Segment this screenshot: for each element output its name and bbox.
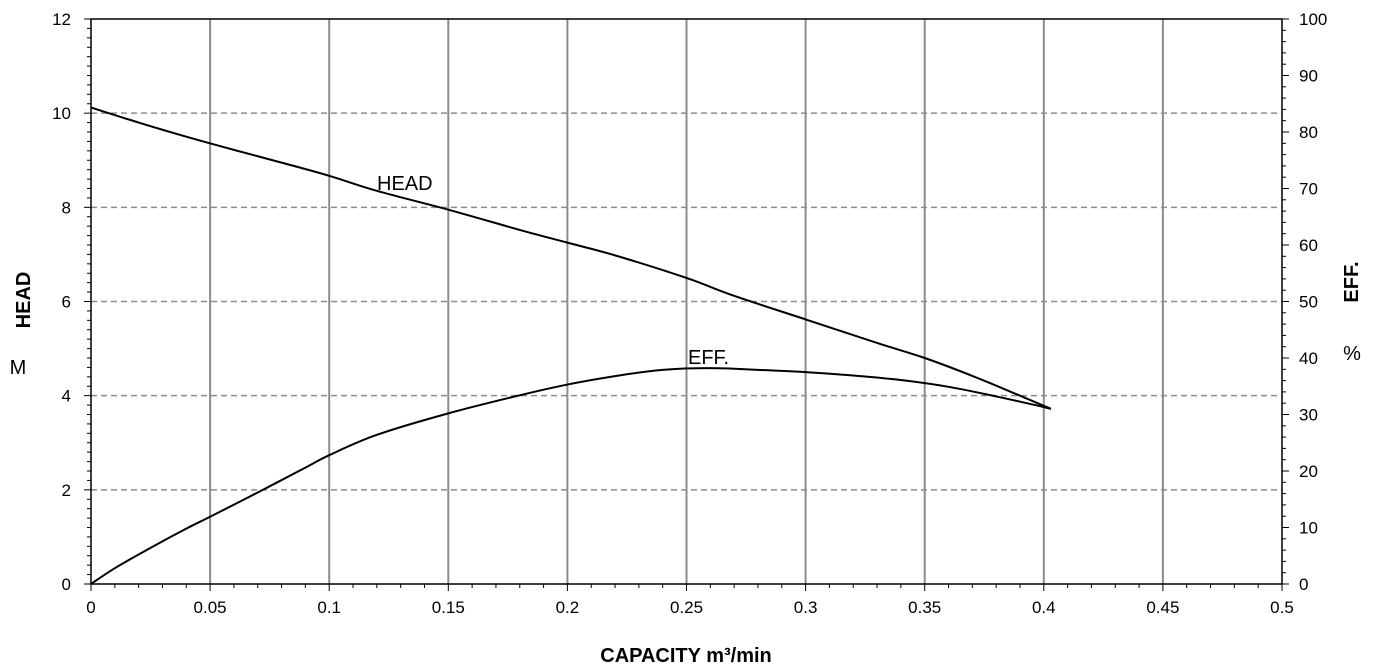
x-tick-label: 0.5 bbox=[1270, 598, 1294, 617]
y-right-tick-label: 100 bbox=[1299, 10, 1327, 29]
curves bbox=[90, 106, 1052, 585]
y-left-tick-label: 4 bbox=[62, 387, 71, 406]
y-right-tick-label: 60 bbox=[1299, 236, 1318, 255]
y-right-tick-label: 90 bbox=[1299, 67, 1318, 86]
y-right-axis-title: EFF. bbox=[1341, 261, 1363, 302]
x-tick-label: 0.35 bbox=[908, 598, 941, 617]
y-left-tick-label: 8 bbox=[62, 198, 71, 217]
y-left-tick-label: 10 bbox=[52, 104, 71, 123]
y-left-tick-label: 6 bbox=[62, 293, 71, 312]
grid-lines bbox=[91, 19, 1282, 584]
x-tick-label: 0.3 bbox=[794, 598, 818, 617]
x-tick-label: 0.2 bbox=[556, 598, 580, 617]
y-left-axis-unit: M bbox=[10, 357, 27, 379]
x-tick-label: 0.45 bbox=[1146, 598, 1179, 617]
x-tick-label: 0 bbox=[86, 598, 95, 617]
x-tick-label: 0.25 bbox=[670, 598, 703, 617]
x-tick-label: 0.1 bbox=[317, 598, 341, 617]
y-right-tick-label: 0 bbox=[1299, 575, 1308, 594]
x-tick-label: 0.05 bbox=[194, 598, 227, 617]
y-left-tick-label: 2 bbox=[62, 481, 71, 500]
x-axis-title: CAPACITY m³/min bbox=[600, 645, 772, 667]
y-left-tick-label: 12 bbox=[52, 10, 71, 29]
x-tick-label: 0.4 bbox=[1032, 598, 1056, 617]
y-right-tick-label: 40 bbox=[1299, 349, 1318, 368]
tick-labels: 0 0.05 0.1 0.15 0.2 0.25 0.3 0.35 0.4 0.45 0.5 0 2 4 6… bbox=[52, 10, 1327, 617]
x-tick-label: 0.15 bbox=[432, 598, 465, 617]
eff-curve-label: EFF. bbox=[688, 347, 729, 369]
eff-curve bbox=[90, 367, 1052, 585]
y-right-tick-label: 50 bbox=[1299, 293, 1318, 312]
head-curve bbox=[90, 106, 1052, 410]
y-right-tick-label: 30 bbox=[1299, 406, 1318, 425]
head-curve-label: HEAD bbox=[377, 173, 433, 195]
y-left-axis-title: HEAD bbox=[13, 272, 35, 329]
y-right-tick-label: 20 bbox=[1299, 462, 1318, 481]
axis-ticks bbox=[84, 18, 1289, 591]
y-right-tick-label: 80 bbox=[1299, 123, 1318, 142]
y-left-tick-label: 0 bbox=[62, 575, 71, 594]
y-right-axis-unit: % bbox=[1343, 343, 1361, 365]
y-right-tick-label: 70 bbox=[1299, 180, 1318, 199]
y-right-tick-label: 10 bbox=[1299, 519, 1318, 538]
